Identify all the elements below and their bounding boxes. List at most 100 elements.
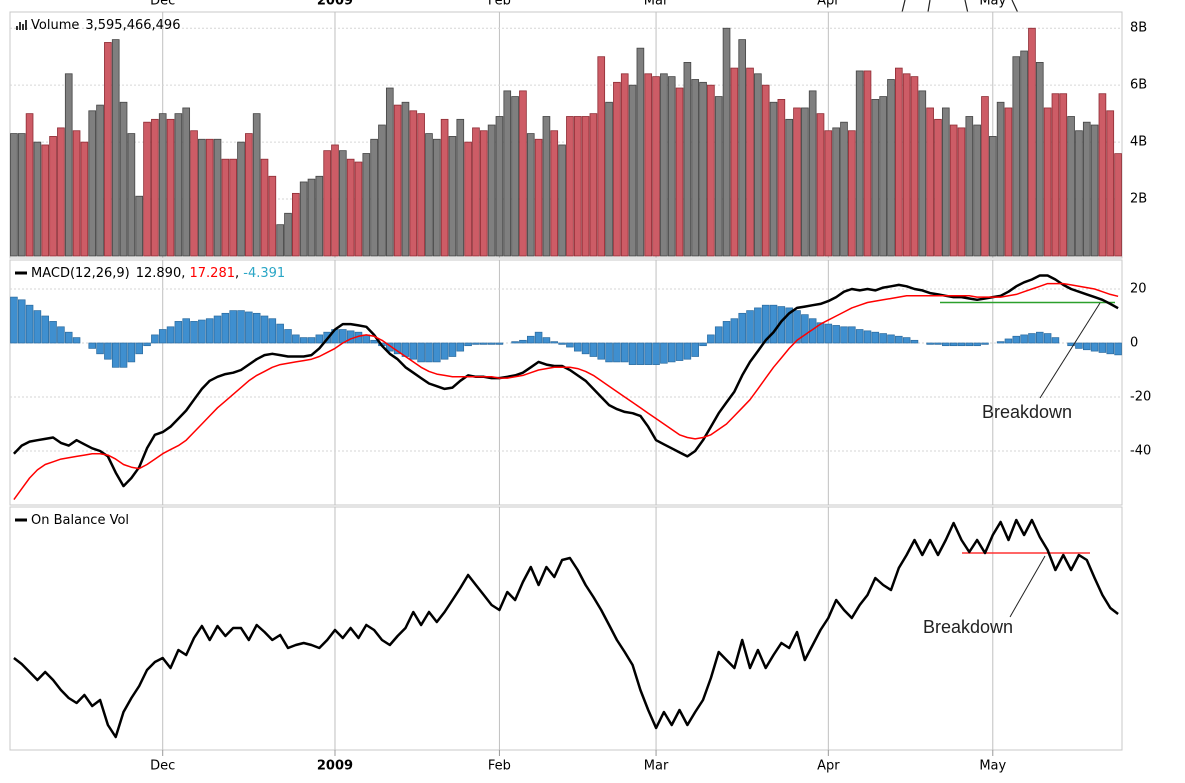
volume-bar: [221, 158, 230, 257]
volume-bar: [385, 87, 394, 257]
volume-bar: [1028, 27, 1036, 257]
y-tick-label: -20: [1130, 390, 1151, 405]
x-tick-label-top: 2009: [317, 0, 353, 9]
volume-bar: [417, 113, 425, 257]
volume-bar: [636, 47, 645, 257]
volume-bar: [981, 96, 989, 257]
histogram-bar: [260, 315, 269, 344]
legend: MACD(12,26,9) 12.890, 17.281, -4.391: [31, 266, 285, 281]
histogram-bar: [652, 342, 660, 365]
histogram-bar: [855, 329, 864, 344]
volume-bar: [440, 118, 449, 257]
volume-bar: [237, 141, 245, 257]
histogram-bar: [714, 326, 723, 344]
volume-bar: [581, 116, 590, 257]
histogram-bar: [738, 312, 746, 344]
histogram-bar: [456, 342, 465, 352]
volume-bar: [902, 73, 911, 257]
y-tick-label: 6B: [1130, 78, 1147, 93]
volume-bar: [746, 67, 754, 257]
legend-name: Volume: [31, 18, 79, 33]
histogram-bar: [754, 307, 762, 344]
histogram-bar: [534, 331, 543, 344]
legend-value: -4.391: [243, 266, 285, 281]
legend-value: 3,595,466,496: [85, 18, 180, 33]
histogram-bar: [887, 334, 895, 344]
volume-bar: [988, 136, 997, 257]
histogram-bar: [315, 334, 324, 344]
volume-bar: [620, 73, 629, 257]
volume-bar: [910, 76, 919, 257]
volume-bar: [863, 70, 872, 257]
volume-bar: [111, 39, 120, 257]
histogram-bar: [64, 331, 73, 344]
volume-bar: [370, 138, 378, 257]
volume-bar: [88, 110, 97, 257]
volume-bar: [832, 127, 840, 257]
volume-bar: [323, 150, 331, 257]
volume-bar: [127, 133, 136, 257]
histogram-bar: [848, 326, 856, 344]
histogram-bar: [934, 342, 942, 345]
volume-bar: [72, 130, 81, 257]
histogram-bar: [237, 310, 245, 344]
volume-bar: [252, 113, 261, 257]
x-tick-label: 2009: [317, 759, 353, 774]
volume-bar: [879, 96, 887, 257]
volume-bar: [801, 107, 809, 257]
histogram-bar: [699, 342, 707, 347]
volume-bar: [1090, 124, 1099, 257]
x-tick-label: Apr: [817, 759, 840, 774]
x-tick-label-top: Apr: [817, 0, 840, 9]
volume-bar: [331, 144, 339, 257]
histogram-bar: [832, 325, 840, 344]
volume-bar: [605, 101, 613, 257]
histogram-bar: [17, 299, 26, 344]
histogram-bar: [409, 342, 418, 360]
x-tick-label: Dec: [150, 759, 175, 774]
histogram-bar: [205, 318, 214, 344]
volume-bar: [840, 121, 848, 257]
histogram-bar: [511, 341, 519, 344]
histogram-bar: [135, 342, 143, 355]
legend-icon: [15, 518, 27, 522]
histogram-bar: [1090, 342, 1099, 352]
volume-bar: [64, 73, 73, 257]
panel: 2B 4B 6B 8B Volume 3,595,466,496: [9, 11, 1147, 259]
annotation-line: [1009, 555, 1046, 618]
histogram-bar: [519, 339, 527, 344]
volume-bar: [151, 118, 159, 257]
histogram-bar: [33, 310, 42, 344]
histogram-bar: [730, 318, 739, 344]
histogram-bar: [660, 342, 668, 364]
histogram-bar: [158, 329, 167, 344]
volume-bar: [628, 84, 637, 257]
annotation: Breakdown: [982, 402, 1072, 422]
volume-bar: [511, 96, 519, 257]
volume-bar: [1012, 56, 1021, 257]
histogram-bar: [1075, 342, 1083, 349]
histogram-bar: [88, 342, 96, 349]
volume-bar: [754, 73, 762, 257]
series-line: [13, 282, 1119, 501]
x-tick-label-top: May: [979, 0, 1006, 9]
histogram-bar: [111, 342, 120, 368]
volume-bar: [1067, 116, 1075, 257]
volume-bar: [96, 104, 104, 257]
panel: -40 -20 0 20 Breakdown MACD(12,26,9) 12.890, 1…: [9, 259, 1151, 506]
histogram-bar: [72, 337, 81, 344]
volume-bar: [730, 67, 739, 257]
histogram-bar: [1020, 334, 1028, 344]
volume-bar: [816, 113, 825, 257]
volume-bar: [425, 133, 433, 257]
volume-bar: [534, 138, 543, 257]
volume-bar: [17, 133, 26, 257]
legend-icon: [25, 20, 27, 30]
histogram-bar: [213, 315, 222, 344]
annotation: Breakdown: [923, 617, 1013, 637]
legend: Volume 3,595,466,496: [31, 18, 180, 33]
legend-separator: ,: [235, 266, 243, 281]
histogram-bar: [119, 342, 128, 368]
histogram-bar: [1106, 342, 1115, 355]
